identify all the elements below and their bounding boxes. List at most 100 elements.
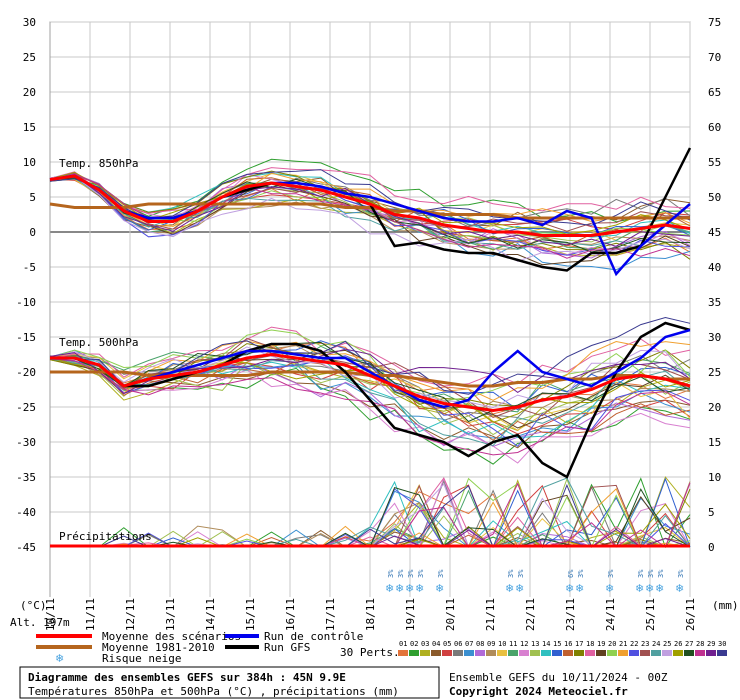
legend-clim-label: Moyenne 1981-2010	[102, 641, 215, 654]
left-tick-label: 0	[29, 226, 36, 239]
perturbation-number: 18	[586, 640, 594, 648]
perturbation-number: 01	[399, 640, 407, 648]
snow-risk-percent: 3%	[677, 569, 685, 578]
right-tick-label: 5	[708, 506, 715, 519]
footer-subtitle: Températures 850hPa et 500hPa (°C) , pré…	[28, 685, 399, 698]
series-line-850	[49, 174, 691, 237]
perturbation-swatch	[596, 650, 606, 656]
perturbation-number: 03	[421, 640, 429, 648]
date-tick-label: 23/11	[564, 598, 577, 631]
left-tick-label: 30	[23, 16, 36, 29]
snowflake-icon: ❄	[565, 582, 574, 595]
date-tick-label: 18/11	[364, 598, 377, 631]
snowflake-icon: ❄	[55, 652, 64, 665]
perturbations-label: 30 Perts.	[340, 646, 400, 659]
snow-risk-percent: 3%	[407, 569, 415, 578]
pert-line-850	[49, 177, 691, 250]
perturbation-number: 22	[630, 640, 638, 648]
left-tick-label: -30	[16, 436, 36, 449]
perturbation-number: 02	[410, 640, 418, 648]
perturbation-swatch	[497, 650, 507, 656]
right-tick-label: 40	[708, 261, 721, 274]
date-tick-label: 25/11	[644, 598, 657, 631]
perturbation-swatch	[706, 650, 716, 656]
right-tick-label: 60	[708, 121, 721, 134]
perturbation-number: 23	[641, 640, 649, 648]
perturbation-swatch	[398, 650, 408, 656]
plot-grid	[49, 21, 691, 597]
perturbation-swatch	[541, 650, 551, 656]
snowflake-icon: ❄	[415, 582, 424, 595]
date-tick-label: 20/11	[444, 598, 457, 631]
series-line-500	[50, 321, 691, 479]
perturbation-number: 27	[685, 640, 693, 648]
pert-line-850	[49, 170, 691, 260]
right-tick-label: 0	[708, 541, 715, 554]
snow-risk-row: 3%❄3%❄3%❄3%❄3%❄3%❄3%❄6%❄3%❄3%❄3%❄3%❄3%❄3…	[385, 569, 685, 595]
date-tick-label: 12/11	[124, 598, 137, 631]
perturbation-number: 29	[707, 640, 715, 648]
perturbation-number: 14	[542, 640, 550, 648]
perturbation-number: 07	[465, 640, 473, 648]
left-tick-label: 15	[23, 121, 36, 134]
perturbation-number: 26	[674, 640, 682, 648]
perturbation-number: 15	[553, 640, 561, 648]
date-tick-label: 11/11	[84, 598, 97, 631]
perturbation-number: 08	[476, 640, 484, 648]
right-tick-label: 50	[708, 191, 721, 204]
perturbation-swatch	[607, 650, 617, 656]
date-tick-label: 14/11	[204, 598, 217, 631]
pert-line-500	[49, 357, 691, 441]
perturbation-swatch	[585, 650, 595, 656]
snowflake-icon: ❄	[385, 582, 394, 595]
pert-line-500	[49, 337, 691, 418]
perturbation-number: 28	[696, 640, 704, 648]
perturbation-number: 24	[652, 640, 660, 648]
right-tick-label: 75	[708, 16, 721, 29]
left-tick-label: -45	[16, 541, 36, 554]
left-tick-label: -15	[16, 331, 36, 344]
perturbation-swatch	[651, 650, 661, 656]
date-tick-label: 26/11	[684, 598, 697, 631]
perturbation-number: 10	[498, 640, 506, 648]
right-tick-label: 10	[708, 471, 721, 484]
perturbation-number: 30	[718, 640, 726, 648]
snow-risk-percent: 3%	[437, 569, 445, 578]
perturbation-swatch	[574, 650, 584, 656]
main-series-lines	[49, 147, 692, 548]
snowflake-icon: ❄	[515, 582, 524, 595]
perturbation-swatch	[442, 650, 452, 656]
snowflake-icon: ❄	[645, 582, 654, 595]
footer-copyright: Copyright 2024 Meteociel.fr	[449, 685, 628, 698]
snowflake-icon: ❄	[605, 582, 614, 595]
right-tick-label: 55	[708, 156, 721, 169]
legend-gfs-label: Run GFS	[264, 641, 310, 654]
left-tick-label: 10	[23, 156, 36, 169]
perturbation-swatch	[464, 650, 474, 656]
right-tick-label: 25	[708, 366, 721, 379]
snowflake-icon: ❄	[675, 582, 684, 595]
left-tick-label: -40	[16, 506, 36, 519]
snow-risk-percent: 3%	[657, 569, 665, 578]
perturbation-swatch	[673, 650, 683, 656]
perturbation-number: 25	[663, 640, 671, 648]
date-tick-label: 24/11	[604, 598, 617, 631]
perturbation-swatch	[684, 650, 694, 656]
snow-risk-percent: 3%	[577, 569, 585, 578]
right-tick-label: 20	[708, 401, 721, 414]
right-tick-label: 45	[708, 226, 721, 239]
perturbation-swatch	[618, 650, 628, 656]
snow-risk-percent: 3%	[517, 569, 525, 578]
snow-risk-percent: 3%	[387, 569, 395, 578]
perturbation-number: 16	[564, 640, 572, 648]
perturbation-swatch	[563, 650, 573, 656]
pert-line-850	[49, 173, 691, 266]
perturbation-number: 06	[454, 640, 462, 648]
footer-title: Diagramme des ensembles GEFS sur 384h : …	[28, 671, 346, 684]
date-tick-label: 10/11	[44, 598, 57, 631]
series-line-500	[50, 352, 691, 413]
perturbation-palette: 01 02 03 04 05 06 07 08 09 10 11 12 13 14 15 16 17 18 19 20…	[398, 640, 727, 656]
date-tick-label: 19/11	[404, 598, 417, 631]
